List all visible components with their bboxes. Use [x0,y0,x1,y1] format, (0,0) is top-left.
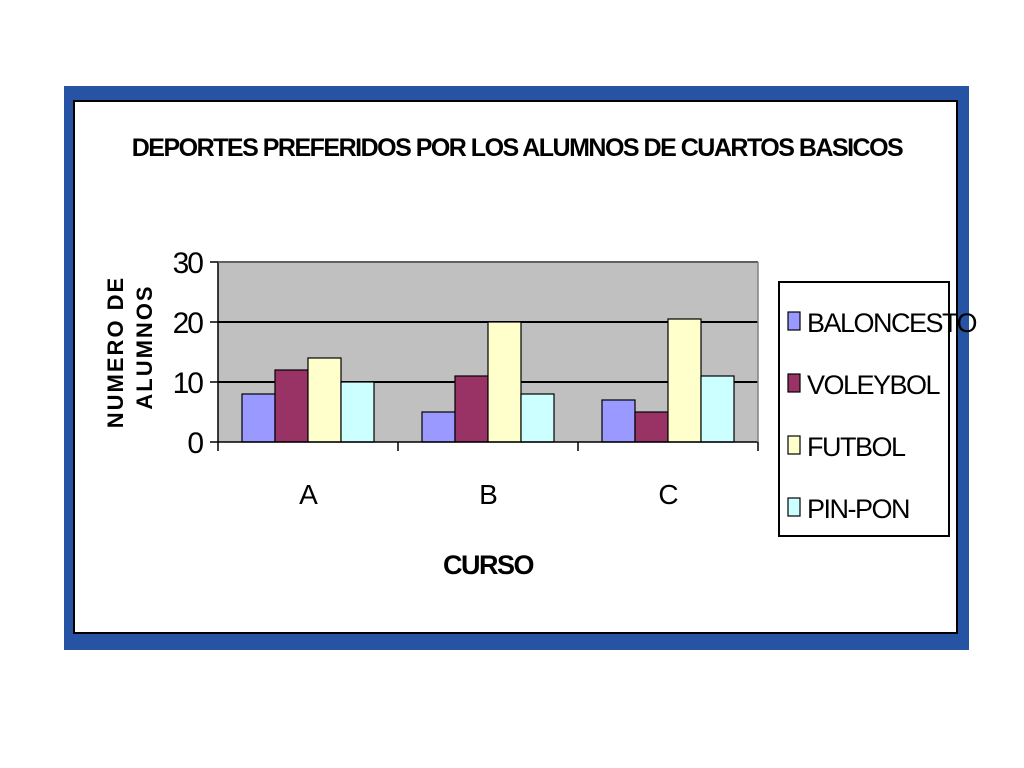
legend-label-futbol: FUTBOL [807,432,906,462]
x-tick-label: B [479,479,497,510]
bar-voleybol-a [274,369,309,443]
x-tick-label: A [299,479,318,510]
bar-pin-pon-a [340,381,375,443]
legend-label-pin-pon: PIN-PON [807,494,909,524]
x-tick-label: C [658,479,678,510]
y-tick-label: 10 [173,367,204,400]
legend: BALONCESTO VOLEYBOL FUTBOL PIN-PON [778,281,978,537]
legend-swatch-baloncesto [787,311,801,331]
bar-futbol-c [667,318,702,443]
x-axis-title: CURSO [443,550,534,580]
bar-futbol-a [307,357,342,443]
plot-area: 0 10 20 30 A B C [173,247,759,510]
bar-voleybol-c [634,411,669,443]
bar-pin-pon-c [700,375,735,443]
bar-baloncesto-c [601,399,636,443]
chart-title: DEPORTES PREFERIDOS POR LOS ALUMNOS DE C… [132,134,903,162]
y-tick-label: 30 [173,247,204,280]
bar-pin-pon-b [520,393,555,443]
bar-voleybol-b [454,375,489,443]
legend-box [778,281,950,537]
legend-label-baloncesto: BALONCESTO [807,308,977,338]
y-axis-label-line-1: NUMERO DE [103,276,128,428]
y-tick-label: 20 [173,307,204,340]
legend-label-voleybol: VOLEYBOL [807,370,941,400]
bar-baloncesto-b [421,411,456,443]
legend-swatch-futbol [787,435,801,455]
bar-baloncesto-a [241,393,276,443]
legend-swatch-voleybol [787,373,801,393]
y-axis-label-line-2: ALUMNOS [132,284,157,409]
bar-futbol-b [487,321,522,443]
y-tick-label: 0 [187,427,203,460]
legend-swatch-pin-pon [787,497,801,517]
